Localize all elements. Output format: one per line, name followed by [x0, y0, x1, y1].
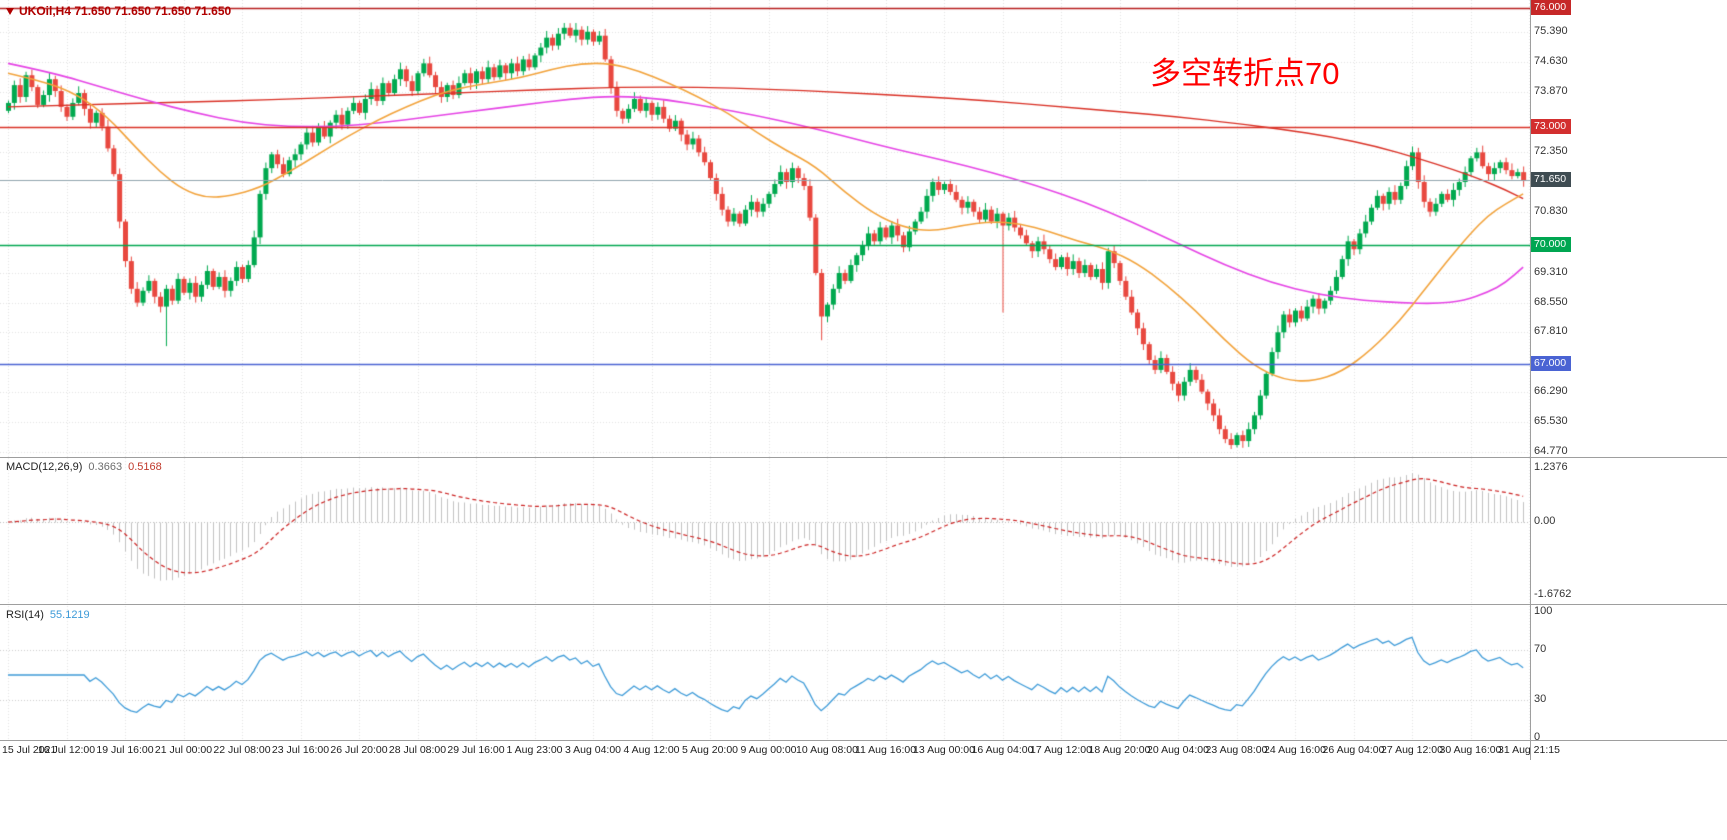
time-label: 4 Aug 12:00 [623, 744, 680, 756]
price-scale-tick: 65.530 [1534, 415, 1568, 428]
price-badge-70.000: 70.000 [1531, 237, 1571, 253]
price-scale-tick: 68.550 [1534, 295, 1568, 308]
time-label: 10 Aug 08:00 [796, 744, 858, 756]
time-label: 16 Aug 04:00 [971, 744, 1034, 756]
time-label: 17 Aug 12:00 [1030, 744, 1092, 756]
macd-indicator-label: MACD(12,26,9) 0.3663 0.5168 [6, 461, 168, 473]
time-label: 1 Aug 23:00 [506, 744, 563, 756]
chart-symbol-title: UKOil,H4 71.650 71.650 71.650 71.650 [6, 4, 231, 18]
rsi-indicator-label: RSI(14) 55.1219 [6, 609, 96, 621]
price-scale-tick: 72.350 [1534, 145, 1568, 158]
symbol-period-label: UKOil,H4 [19, 4, 72, 18]
price-badge-67.000: 67.000 [1531, 355, 1571, 371]
time-label: 26 Jul 20:00 [330, 744, 388, 756]
panel-splitter-rsi[interactable] [0, 604, 1727, 605]
annotation-text[interactable]: 多空转折点70 [1150, 56, 1340, 91]
time-label: 24 Aug 16:00 [1264, 744, 1326, 756]
ohlc-values: 71.650 71.650 71.650 71.650 [74, 4, 232, 18]
rsi-scale-tick: 100 [1534, 605, 1553, 617]
time-label: 29 Jul 16:00 [447, 744, 505, 756]
time-label: 19 Jul 16:00 [96, 744, 154, 756]
time-label: 13 Aug 00:00 [913, 744, 975, 756]
time-label: 20 Aug 04:00 [1147, 744, 1209, 756]
time-label: 9 Aug 00:00 [740, 744, 797, 756]
price-scale-border [1530, 0, 1531, 760]
time-label: 5 Aug 20:00 [681, 744, 739, 756]
price-scale-tick: 75.390 [1534, 25, 1568, 38]
macd-scale-tick: 1.2376 [1534, 461, 1568, 474]
price-scale-tick: 67.810 [1534, 324, 1568, 337]
time-label: 30 Aug 16:00 [1439, 744, 1502, 756]
price-scale-tick: 66.290 [1534, 385, 1568, 398]
time-axis-border [0, 740, 1727, 741]
time-label: 28 Jul 08:00 [388, 744, 447, 756]
macd-signal-value: 0.5168 [128, 461, 162, 473]
time-label: 31 Aug 21:15 [1498, 744, 1560, 756]
time-label: 23 Aug 08:00 [1205, 744, 1268, 756]
panel-splitter-macd[interactable] [0, 457, 1727, 458]
price-scale-tick: 74.630 [1534, 55, 1568, 68]
macd-main-value: 0.3663 [88, 461, 123, 473]
macd-name: MACD(12,26,9) [6, 461, 83, 473]
rsi-scale-tick: 0 [1534, 731, 1541, 743]
time-label: 15 Jul 2021 [2, 744, 57, 756]
rsi-scale-tick: 70 [1534, 642, 1547, 655]
time-label: 18 Aug 20:00 [1088, 744, 1151, 756]
macd-scale-tick: -1.6762 [1534, 587, 1572, 600]
price-scale-tick: 70.830 [1534, 205, 1568, 218]
price-badge-71.650: 71.650 [1531, 172, 1571, 188]
chart-plot-canvas[interactable] [0, 0, 1530, 740]
price-scale-tick: 69.310 [1534, 265, 1568, 278]
price-scale-tick: 64.770 [1534, 445, 1568, 458]
macd-scale-tick: 0.00 [1534, 515, 1556, 527]
time-label: 22 Jul 08:00 [213, 744, 271, 756]
symbol-marker-icon [6, 8, 14, 15]
rsi-value: 55.1219 [49, 609, 90, 621]
price-badge-73.000: 73.000 [1531, 118, 1571, 134]
time-label: 26 Aug 04:00 [1322, 744, 1385, 756]
time-label: 27 Aug 12:00 [1381, 744, 1443, 756]
time-label: 21 Jul 00:00 [154, 744, 213, 756]
time-label: 16 Jul 12:00 [37, 744, 96, 756]
rsi-name: RSI(14) [6, 609, 44, 621]
price-badge-76.000: 76.000 [1531, 0, 1571, 15]
price-scale-tick: 73.870 [1534, 85, 1568, 98]
time-label: 23 Jul 16:00 [271, 744, 330, 756]
time-label: 11 Aug 16:00 [854, 744, 917, 756]
rsi-scale-tick: 30 [1534, 693, 1547, 706]
time-label: 3 Aug 04:00 [564, 744, 622, 756]
